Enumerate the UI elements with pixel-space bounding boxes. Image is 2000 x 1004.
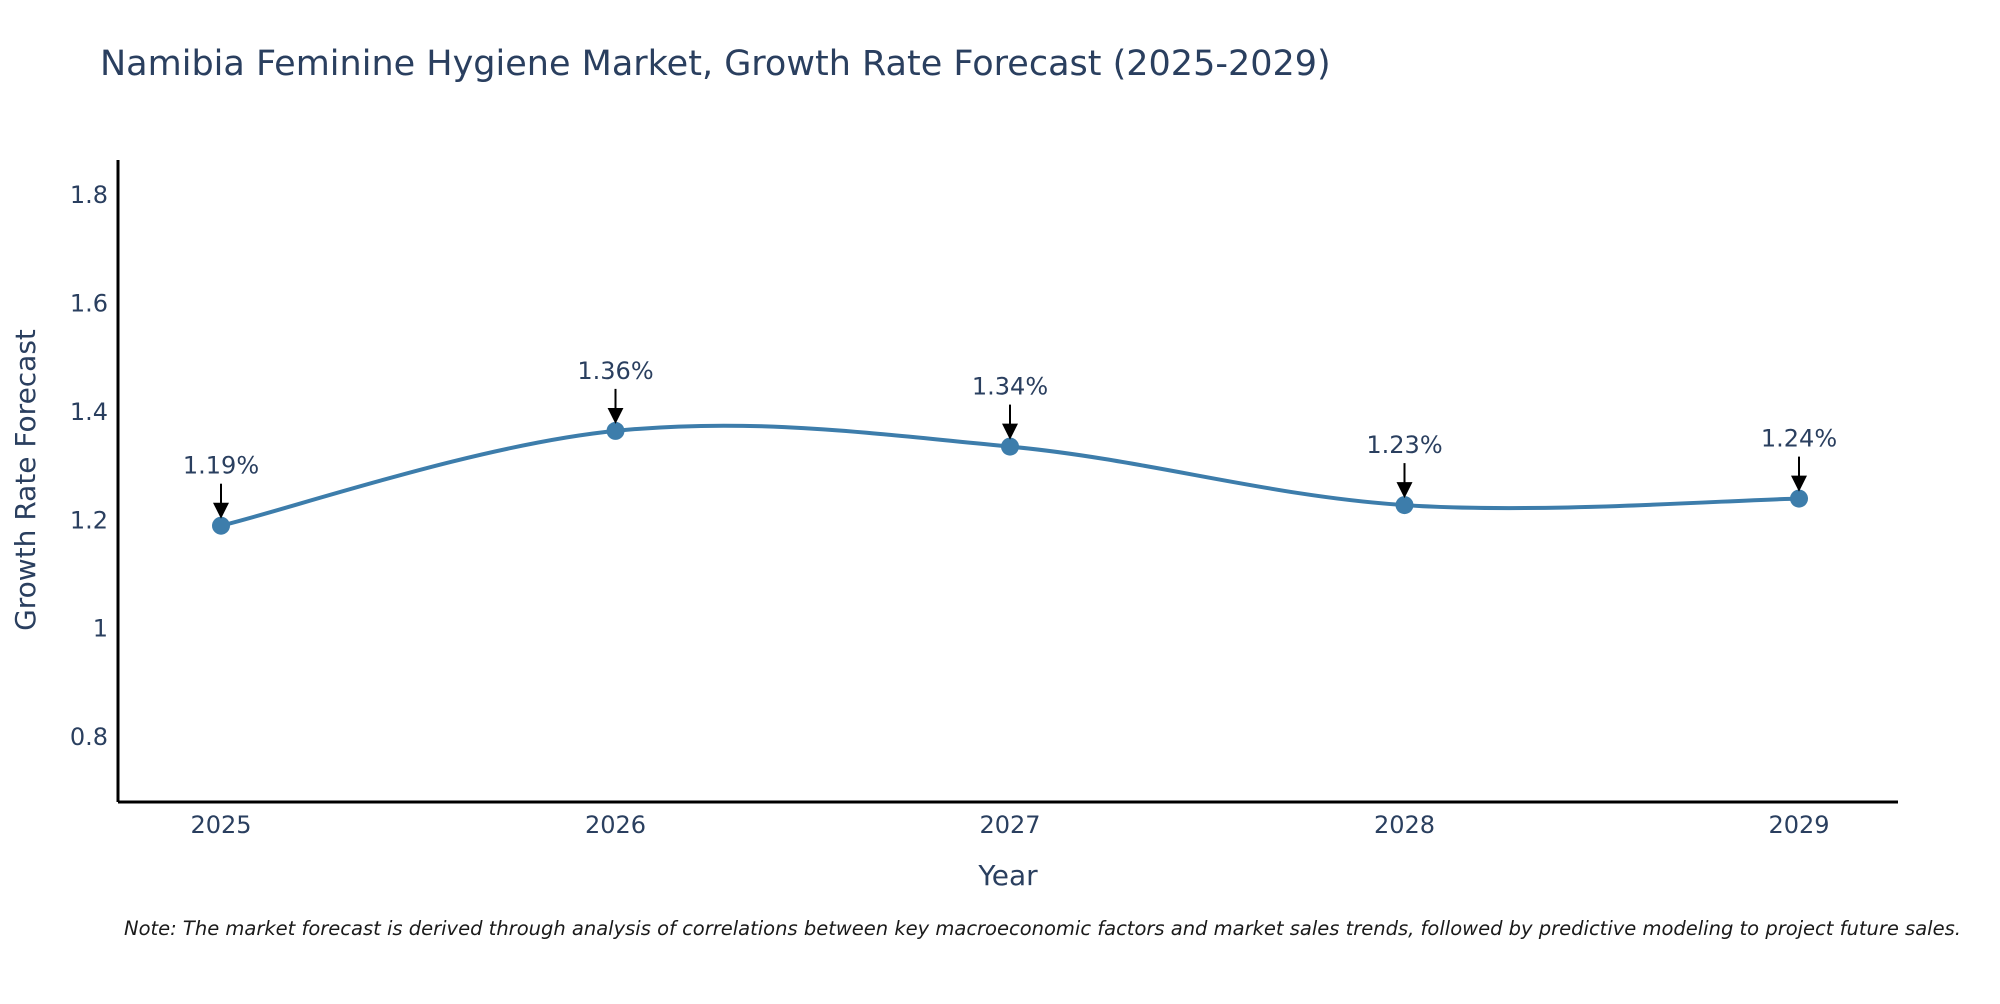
x-tick-label: 2025	[190, 811, 251, 839]
x-tick-label: 2029	[1768, 811, 1829, 839]
data-label: 1.24%	[1761, 425, 1837, 453]
x-tick-label: 2028	[1374, 811, 1435, 839]
data-label: 1.36%	[577, 357, 653, 385]
axes-layer	[116, 160, 1898, 804]
y-tick-label: 1.6	[70, 290, 108, 318]
data-point	[1790, 489, 1808, 508]
y-tick-label: 1	[93, 615, 108, 643]
data-label: 1.34%	[972, 373, 1048, 401]
y-ticks: 0.8 1 1.2 1.4 1.6 1.8	[70, 181, 108, 751]
y-tick-label: 1.4	[70, 398, 108, 426]
y-tick-label: 1.2	[70, 506, 108, 534]
x-axis-label: Year	[977, 859, 1038, 892]
data-point	[606, 421, 625, 440]
annotations: 1.19% 1.36% 1.34% 1.23% 1.24%	[183, 357, 1837, 519]
data-label: 1.23%	[1366, 431, 1442, 459]
y-tick-label: 0.8	[70, 723, 108, 751]
x-tick-label: 2027	[979, 811, 1040, 839]
chart-title: Namibia Feminine Hygiene Market, Growth …	[100, 44, 1331, 84]
data-points	[212, 421, 1808, 535]
y-tick-label: 1.8	[70, 181, 108, 209]
data-point	[1001, 437, 1019, 456]
chart-note: Note: The market forecast is derived thr…	[124, 917, 1961, 940]
data-point	[212, 516, 230, 535]
y-axis-label: Growth Rate Forecast	[9, 329, 42, 631]
x-ticks: 2025 2026 2027 2028 2029	[190, 811, 1829, 839]
data-point	[1395, 496, 1414, 515]
x-tick-label: 2026	[585, 811, 646, 839]
data-label: 1.19%	[183, 452, 259, 480]
